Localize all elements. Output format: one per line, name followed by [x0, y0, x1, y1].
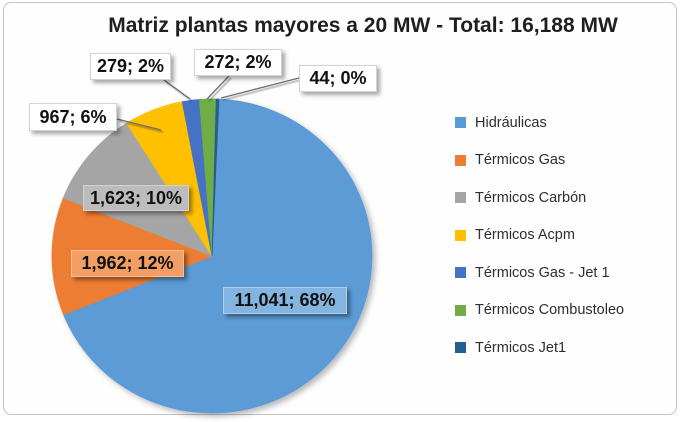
leader-line — [220, 77, 300, 99]
pie-slice — [211, 98, 220, 257]
legend-swatch-icon — [455, 342, 466, 353]
legend-label: Térmicos Combustoleo — [475, 302, 625, 318]
legend-item: Térmicos Combustoleo — [455, 301, 679, 320]
legend-swatch-icon — [455, 117, 466, 128]
data-label: 1,623; 10% — [83, 185, 189, 211]
leader-lines — [116, 75, 300, 131]
legend-item: Térmicos Gas — [455, 151, 679, 170]
legend-label: Hidráulicas — [475, 114, 547, 131]
legend-label: Térmicos Acpm — [475, 227, 575, 243]
data-label: 11,041; 68% — [223, 287, 347, 314]
data-label: 279; 2% — [90, 53, 171, 80]
legend-item: Térmicos Gas - Jet 1 — [455, 263, 679, 282]
legend: Hidráulicas Térmicos Gas Térmicos Carbón Té… — [455, 113, 679, 376]
leader-line — [116, 118, 162, 131]
leader-line — [206, 75, 230, 100]
legend-swatch-icon — [455, 304, 466, 316]
data-label: 272; 2% — [194, 49, 282, 76]
data-label: 1,962; 12% — [71, 250, 184, 277]
legend-label: Térmicos Gas — [475, 152, 566, 168]
legend-swatch-icon — [455, 267, 466, 278]
legend-item: Hidráulicas — [455, 113, 679, 132]
chart-title: Matriz plantas mayores a 20 MW - Total: … — [108, 14, 618, 37]
pie-chart-figure: Matriz plantas mayores a 20 MW - Total: … — [3, 2, 677, 415]
pie-slice — [63, 98, 373, 414]
data-label: 967; 6% — [29, 103, 117, 131]
data-label: 44; 0% — [299, 65, 377, 92]
legend-item: Térmicos Acpm — [455, 226, 679, 245]
legend-swatch-icon — [455, 192, 466, 203]
legend-swatch-icon — [455, 154, 466, 166]
legend-label: Térmicos Gas - Jet 1 — [475, 264, 610, 281]
legend-swatch-icon — [455, 229, 466, 241]
leader-line — [163, 79, 191, 100]
legend-label: Térmicos Carbón — [475, 189, 587, 206]
legend-label: Térmicos Jet1 — [475, 339, 567, 356]
legend-item: Térmicos Jet1 — [455, 338, 679, 357]
legend-item: Térmicos Carbón — [455, 188, 679, 207]
